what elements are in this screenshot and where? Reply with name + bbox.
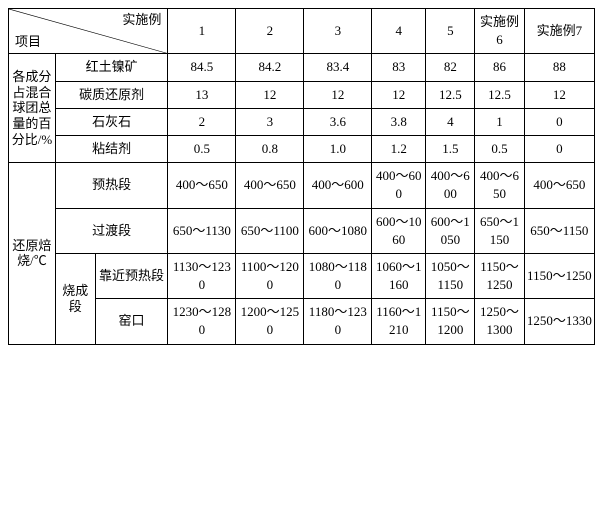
cell: 1.0 <box>304 135 372 162</box>
cell: 0 <box>524 108 594 135</box>
cell: 3.8 <box>372 108 426 135</box>
cell: 1060～1160 <box>372 253 426 298</box>
col-header: 2 <box>236 9 304 54</box>
cell: 1180～1230 <box>304 299 372 344</box>
table-row: 烧成段 靠近预热段 1130～1230 1100～1200 1080～1180 … <box>9 253 595 298</box>
cell: 0.5 <box>475 135 524 162</box>
cell: 0.5 <box>168 135 236 162</box>
cell: 400～600 <box>426 163 475 208</box>
cell: 600～1050 <box>426 208 475 253</box>
cell: 12 <box>372 81 426 108</box>
cell: 1200～1250 <box>236 299 304 344</box>
col-header: 实施例6 <box>475 9 524 54</box>
row-name: 红土镍矿 <box>55 54 168 81</box>
row-name: 粘结剂 <box>55 135 168 162</box>
cell: 84.2 <box>236 54 304 81</box>
cell: 4 <box>426 108 475 135</box>
cell: 1050～1150 <box>426 253 475 298</box>
cell: 1 <box>475 108 524 135</box>
cell: 650～1130 <box>168 208 236 253</box>
cell: 82 <box>426 54 475 81</box>
col-header: 实施例7 <box>524 9 594 54</box>
table-row: 石灰石 2 3 3.6 3.8 4 1 0 <box>9 108 595 135</box>
cell: 650～1150 <box>475 208 524 253</box>
cell: 1250～1300 <box>475 299 524 344</box>
table-row: 碳质还原剂 13 12 12 12 12.5 12.5 12 <box>9 81 595 108</box>
cell: 400～650 <box>236 163 304 208</box>
cell: 3 <box>236 108 304 135</box>
cell: 1230～1280 <box>168 299 236 344</box>
cell: 88 <box>524 54 594 81</box>
cell: 0.8 <box>236 135 304 162</box>
cell: 0 <box>524 135 594 162</box>
diag-bottom-label: 项目 <box>15 33 41 51</box>
cell: 400～650 <box>168 163 236 208</box>
row-name: 预热段 <box>55 163 168 208</box>
sinter-label: 烧成段 <box>55 253 95 344</box>
row-name: 窑口 <box>95 299 168 344</box>
cell: 400～650 <box>475 163 524 208</box>
cell: 12 <box>304 81 372 108</box>
cell: 1100～1200 <box>236 253 304 298</box>
data-table: 实施例 项目 1 2 3 4 5 实施例6 实施例7 各成分占混合球团总量的百分… <box>8 8 595 345</box>
cell: 83.4 <box>304 54 372 81</box>
table-row: 粘结剂 0.5 0.8 1.0 1.2 1.5 0.5 0 <box>9 135 595 162</box>
cell: 1160～1210 <box>372 299 426 344</box>
row-name: 碳质还原剂 <box>55 81 168 108</box>
row-name: 过渡段 <box>55 208 168 253</box>
row-name: 靠近预热段 <box>95 253 168 298</box>
cell: 1130～1230 <box>168 253 236 298</box>
table-row: 窑口 1230～1280 1200～1250 1180～1230 1160～12… <box>9 299 595 344</box>
cell: 400～600 <box>372 163 426 208</box>
diag-header-cell: 实施例 项目 <box>9 9 168 54</box>
cell: 83 <box>372 54 426 81</box>
table-row: 各成分占混合球团总量的百分比/% 红土镍矿 84.5 84.2 83.4 83 … <box>9 54 595 81</box>
group2-label: 还原焙烧/℃ <box>9 163 56 345</box>
header-row: 实施例 项目 1 2 3 4 5 实施例6 实施例7 <box>9 9 595 54</box>
cell: 650～1150 <box>524 208 594 253</box>
cell: 12 <box>236 81 304 108</box>
cell: 1150～1200 <box>426 299 475 344</box>
table-row: 还原焙烧/℃ 预热段 400～650 400～650 400～600 400～6… <box>9 163 595 208</box>
row-name: 石灰石 <box>55 108 168 135</box>
col-header: 5 <box>426 9 475 54</box>
cell: 1.2 <box>372 135 426 162</box>
col-header: 1 <box>168 9 236 54</box>
cell: 12 <box>524 81 594 108</box>
cell: 600～1080 <box>304 208 372 253</box>
col-header: 3 <box>304 9 372 54</box>
col-header: 4 <box>372 9 426 54</box>
cell: 13 <box>168 81 236 108</box>
cell: 84.5 <box>168 54 236 81</box>
cell: 1.5 <box>426 135 475 162</box>
cell: 600～1060 <box>372 208 426 253</box>
cell: 86 <box>475 54 524 81</box>
cell: 1150～1250 <box>475 253 524 298</box>
cell: 2 <box>168 108 236 135</box>
cell: 1150～1250 <box>524 253 594 298</box>
table-row: 过渡段 650～1130 650～1100 600～1080 600～1060 … <box>9 208 595 253</box>
cell: 650～1100 <box>236 208 304 253</box>
diag-top-label: 实施例 <box>122 11 161 29</box>
cell: 400～600 <box>304 163 372 208</box>
group1-label: 各成分占混合球团总量的百分比/% <box>9 54 56 163</box>
cell: 3.6 <box>304 108 372 135</box>
cell: 1250～1330 <box>524 299 594 344</box>
cell: 12.5 <box>475 81 524 108</box>
cell: 12.5 <box>426 81 475 108</box>
cell: 1080～1180 <box>304 253 372 298</box>
cell: 400～650 <box>524 163 594 208</box>
